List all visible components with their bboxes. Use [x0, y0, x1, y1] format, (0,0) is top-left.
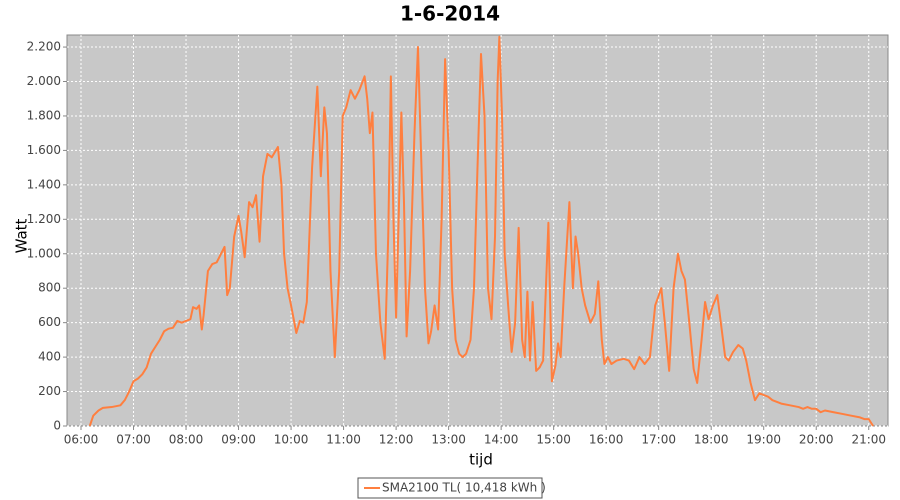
y-tick-label: 600: [38, 315, 61, 329]
y-tick-label: 0: [53, 419, 61, 433]
x-tick-label: 10:00: [274, 433, 309, 447]
y-tick-label: 1.400: [27, 177, 61, 191]
plot-area: [66, 34, 889, 427]
legend-box: [357, 477, 543, 499]
x-tick-label: 17:00: [641, 433, 676, 447]
y-tick-label: 200: [38, 384, 61, 398]
y-tick-label: 800: [38, 281, 61, 295]
series-line: [88, 35, 874, 427]
x-tick-label: 16:00: [589, 433, 624, 447]
y-axis-label: Watt: [13, 218, 31, 253]
x-tick-label: 11:00: [326, 433, 361, 447]
x-tick-label: 07:00: [116, 433, 151, 447]
y-tick-label: 1.600: [27, 143, 61, 157]
x-tick-label: 18:00: [694, 433, 729, 447]
x-tick-label: 09:00: [221, 433, 256, 447]
x-tick-label: 13:00: [431, 433, 466, 447]
y-tick-label: 1.000: [27, 246, 61, 260]
y-tick-label: 400: [38, 350, 61, 364]
x-tick-label: 19:00: [746, 433, 781, 447]
x-tick-label: 08:00: [169, 433, 204, 447]
x-tick-label: 15:00: [536, 433, 571, 447]
y-tick-label: 2.000: [27, 74, 61, 88]
y-tick-label: 1.800: [27, 108, 61, 122]
y-tick-label: 2.200: [27, 40, 61, 54]
chart-title: 1-6-2014: [400, 2, 500, 26]
x-tick-label: 20:00: [799, 433, 834, 447]
y-tick-label: 1.200: [27, 212, 61, 226]
x-tick-label: 06:00: [64, 433, 99, 447]
x-tick-label: 21:00: [851, 433, 886, 447]
x-axis-label: tijd: [469, 451, 493, 469]
legend-label: SMA2100 TL( 10,418 kWh ): [382, 481, 546, 495]
x-tick-label: 14:00: [484, 433, 519, 447]
x-tick-label: 12:00: [379, 433, 414, 447]
